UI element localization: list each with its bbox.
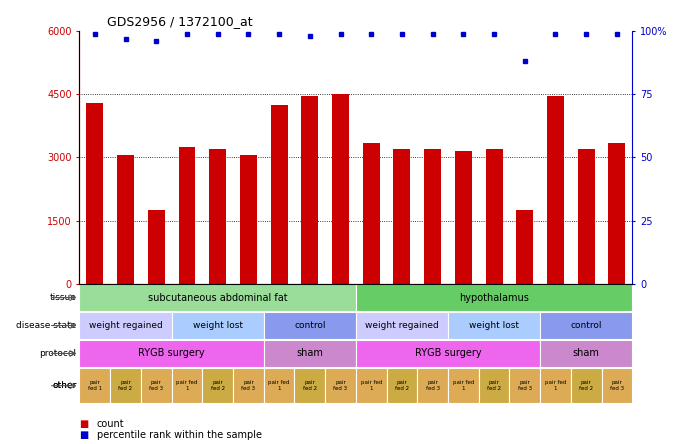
Bar <box>602 368 632 403</box>
Text: pair
fed 3: pair fed 3 <box>610 381 624 391</box>
Text: sham: sham <box>296 349 323 358</box>
Bar <box>479 368 509 403</box>
Bar <box>79 340 264 367</box>
Text: pair
fed 3: pair fed 3 <box>334 381 348 391</box>
Bar <box>86 103 103 284</box>
Text: weight regained: weight regained <box>365 321 439 330</box>
Text: tissue: tissue <box>50 293 77 302</box>
Text: pair fed
1: pair fed 1 <box>453 381 474 391</box>
Bar <box>240 155 257 284</box>
Text: pair
fed 3: pair fed 3 <box>426 381 439 391</box>
Text: subcutaneous abdominal fat: subcutaneous abdominal fat <box>148 293 287 303</box>
Text: pair
fed 2: pair fed 2 <box>118 381 133 391</box>
Bar <box>117 155 134 284</box>
Bar <box>209 149 226 284</box>
Text: percentile rank within the sample: percentile rank within the sample <box>97 430 262 440</box>
Text: pair
fed 2: pair fed 2 <box>303 381 317 391</box>
Text: ■: ■ <box>79 419 88 429</box>
Bar <box>540 368 571 403</box>
Bar <box>233 368 264 403</box>
Bar <box>356 368 386 403</box>
Bar <box>424 149 441 284</box>
Bar <box>202 368 233 403</box>
Bar <box>356 340 540 367</box>
Bar <box>332 94 349 284</box>
Bar <box>271 105 287 284</box>
Text: pair fed
1: pair fed 1 <box>545 381 566 391</box>
Text: protocol: protocol <box>39 349 77 358</box>
Bar <box>264 340 356 367</box>
Bar <box>486 149 502 284</box>
Bar <box>356 312 448 339</box>
Text: RYGB surgery: RYGB surgery <box>415 349 482 358</box>
Bar <box>79 368 110 403</box>
Bar <box>540 312 632 339</box>
Text: pair
fed 3: pair fed 3 <box>518 381 532 391</box>
Text: other: other <box>52 381 77 390</box>
Bar <box>386 368 417 403</box>
Bar <box>178 147 196 284</box>
Bar <box>578 149 595 284</box>
Text: sham: sham <box>573 349 600 358</box>
Bar <box>325 368 356 403</box>
Text: RYGB surgery: RYGB surgery <box>138 349 205 358</box>
Text: control: control <box>294 321 325 330</box>
Text: weight regained: weight regained <box>88 321 162 330</box>
Bar <box>141 368 171 403</box>
Text: pair fed
1: pair fed 1 <box>268 381 290 391</box>
Text: hypothalamus: hypothalamus <box>459 293 529 303</box>
Bar <box>448 312 540 339</box>
Bar <box>509 368 540 403</box>
Bar <box>79 312 171 339</box>
Bar <box>264 312 356 339</box>
Bar <box>363 143 379 284</box>
Bar <box>516 210 533 284</box>
Bar <box>171 368 202 403</box>
Bar <box>356 284 632 311</box>
Text: pair
fed 2: pair fed 2 <box>579 381 594 391</box>
Text: weight lost: weight lost <box>193 321 243 330</box>
Bar <box>79 284 356 311</box>
Text: pair
fed 2: pair fed 2 <box>487 381 501 391</box>
Bar <box>571 368 602 403</box>
Text: count: count <box>97 419 124 429</box>
Text: GDS2956 / 1372100_at: GDS2956 / 1372100_at <box>107 16 253 28</box>
Bar <box>393 149 410 284</box>
Bar <box>448 368 479 403</box>
Bar <box>171 312 264 339</box>
Bar <box>110 368 141 403</box>
Bar <box>294 368 325 403</box>
Text: pair
fed 1: pair fed 1 <box>88 381 102 391</box>
Text: weight lost: weight lost <box>469 321 519 330</box>
Text: control: control <box>571 321 602 330</box>
Text: pair
fed 3: pair fed 3 <box>149 381 163 391</box>
Bar <box>547 96 564 284</box>
Text: pair fed
1: pair fed 1 <box>176 381 198 391</box>
Text: pair fed
1: pair fed 1 <box>361 381 382 391</box>
Bar <box>301 96 319 284</box>
Text: pair
fed 2: pair fed 2 <box>211 381 225 391</box>
Bar <box>264 368 294 403</box>
Bar <box>417 368 448 403</box>
Text: pair
fed 2: pair fed 2 <box>395 381 409 391</box>
Text: disease state: disease state <box>16 321 77 330</box>
Bar <box>609 143 625 284</box>
Text: other: other <box>52 381 77 390</box>
Text: ■: ■ <box>79 430 88 440</box>
Bar <box>455 151 472 284</box>
Bar <box>540 340 632 367</box>
Text: pair
fed 3: pair fed 3 <box>241 381 256 391</box>
Bar <box>148 210 164 284</box>
